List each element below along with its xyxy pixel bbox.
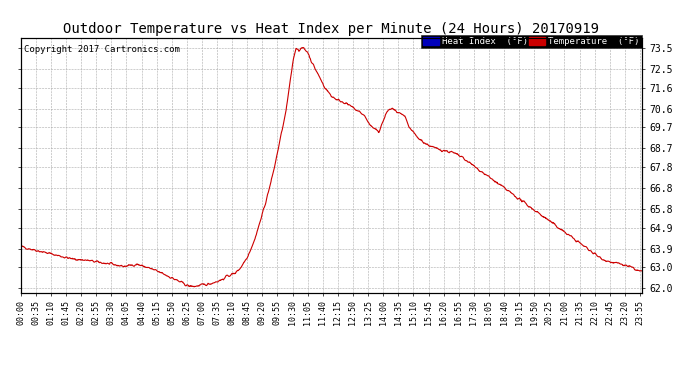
Text: Copyright 2017 Cartronics.com: Copyright 2017 Cartronics.com [23,45,179,54]
Title: Outdoor Temperature vs Heat Index per Minute (24 Hours) 20170919: Outdoor Temperature vs Heat Index per Mi… [63,22,599,36]
Legend: Heat Index  (°F), Temperature  (°F): Heat Index (°F), Temperature (°F) [421,35,642,48]
